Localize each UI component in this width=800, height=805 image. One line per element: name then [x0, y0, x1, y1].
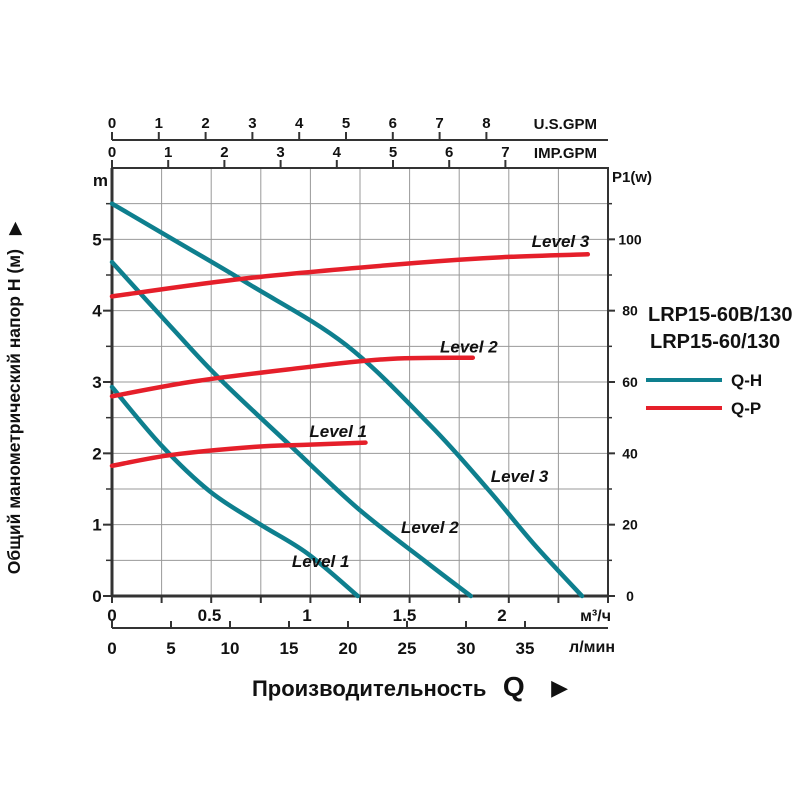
curve-label-q-p-level-3: Level 3	[532, 232, 590, 251]
left-axis-unit-label: m	[93, 171, 108, 190]
curve-q-h-level-1	[109, 384, 360, 599]
head-tick-label: 0	[92, 587, 101, 606]
imp-gpm-tick-label: 7	[501, 144, 509, 161]
curve-label-q-h-level-2: Level 2	[401, 518, 459, 537]
bottom-axis-title-q: Q	[503, 671, 525, 702]
imp-gpm-tick-label: 0	[108, 144, 116, 161]
model-name-1: LRP15-60B/130	[648, 304, 793, 326]
m3h-tick-label: 1.5	[393, 606, 417, 625]
head-tick-label: 1	[92, 516, 101, 535]
curves-layer	[109, 201, 591, 599]
lmin-tick-label: 0	[107, 639, 116, 658]
imp-gpm-tick-label: 3	[276, 144, 284, 161]
head-tick-label: 3	[92, 373, 101, 392]
curve-labels-layer: Level 3 Level 2 Level 1 Level 3 Level 2 Level…	[292, 232, 590, 571]
head-tick-label: 4	[92, 302, 102, 321]
curve-q-p-level-2	[109, 355, 476, 399]
curve-q-p-level-3	[109, 252, 591, 299]
lmin-tick-label: 25	[398, 639, 417, 658]
lmin-tick-label: 10	[221, 639, 240, 658]
us-gpm-tick-label: 3	[248, 115, 256, 132]
imp-gpm-tick-label: 6	[445, 144, 453, 161]
curve-label-q-h-level-3: Level 3	[491, 467, 549, 486]
m3h-tick-label: 1	[302, 606, 311, 625]
p1w-tick-label: 40	[622, 445, 638, 461]
right-arrow-icon: ▶	[551, 675, 568, 700]
model-name-2: LRP15-60/130	[650, 331, 780, 353]
imp-gpm-tick-label: 5	[389, 144, 397, 161]
lmin-tick-label: 20	[339, 639, 358, 658]
m3h-tick-label: 0	[107, 606, 116, 625]
us-gpm-tick-label: 7	[435, 115, 443, 132]
legend: LRP15-60B/130 LRP15-60/130 Q-H Q-P	[646, 304, 793, 418]
grid-layer	[112, 168, 608, 596]
m3h-tick-label: 2	[497, 606, 506, 625]
top-imp-gpm-unit-label: IMP.GPM	[534, 145, 597, 162]
lmin-tick-label: 30	[457, 639, 476, 658]
right-axis-unit-label: P1(w)	[612, 169, 652, 186]
us-gpm-tick-label: 0	[108, 115, 116, 132]
lmin-tick-label: 35	[516, 639, 535, 658]
m3h-tick-label: 0.5	[198, 606, 222, 625]
p1w-tick-label: 100	[618, 231, 642, 247]
bottom-axis-title: Производительность Q ▶	[252, 671, 568, 702]
bottom-lmin-unit-label: л/мин	[569, 639, 615, 656]
us-gpm-tick-label: 5	[342, 115, 350, 132]
legend-qh-label: Q-H	[731, 371, 762, 390]
left-axis-title-text: Общий манометрический напор Н (м)	[4, 249, 24, 574]
legend-qp-label: Q-P	[731, 399, 761, 418]
p1w-tick-label: 60	[622, 374, 638, 390]
us-gpm-tick-label: 4	[295, 115, 304, 132]
imp-gpm-tick-label: 2	[220, 144, 228, 161]
bottom-m3h-unit-label: м³/ч	[580, 608, 611, 625]
curve-q-p-level-1	[109, 440, 368, 469]
top-us-gpm-unit-label: U.S.GPM	[534, 116, 597, 133]
lmin-tick-label: 5	[166, 639, 175, 658]
us-gpm-tick-label: 8	[482, 115, 490, 132]
curve-label-q-h-level-1: Level 1	[292, 552, 350, 571]
left-axis-title: Общий манометрический напор Н (м) ▶	[4, 221, 24, 574]
curve-label-q-p-level-2: Level 2	[440, 337, 498, 356]
imp-gpm-tick-label: 1	[164, 144, 172, 161]
p1w-tick-label: 0	[626, 588, 634, 604]
us-gpm-tick-label: 6	[389, 115, 397, 132]
head-tick-label: 5	[92, 230, 101, 249]
curve-q-h-level-3	[109, 201, 585, 599]
p1w-tick-label: 20	[622, 517, 638, 533]
p1w-tick-label: 80	[622, 303, 638, 319]
ticks-layer: 0 1 2 3 4 5 6 7 80 1 2 3 4 5 6 70 0.5 1 1.5 20 5 10 15 20 25 30 35…	[92, 115, 642, 658]
imp-gpm-tick-label: 4	[333, 144, 342, 161]
curve-label-q-p-level-1: Level 1	[309, 422, 367, 441]
up-arrow-icon: ▶	[4, 221, 24, 235]
bottom-axis-title-text: Производительность	[252, 676, 487, 701]
us-gpm-tick-label: 1	[155, 115, 163, 132]
us-gpm-tick-label: 2	[201, 115, 209, 132]
curve-q-h-level-2	[109, 259, 474, 599]
head-tick-label: 2	[92, 444, 101, 463]
lmin-tick-label: 15	[280, 639, 299, 658]
